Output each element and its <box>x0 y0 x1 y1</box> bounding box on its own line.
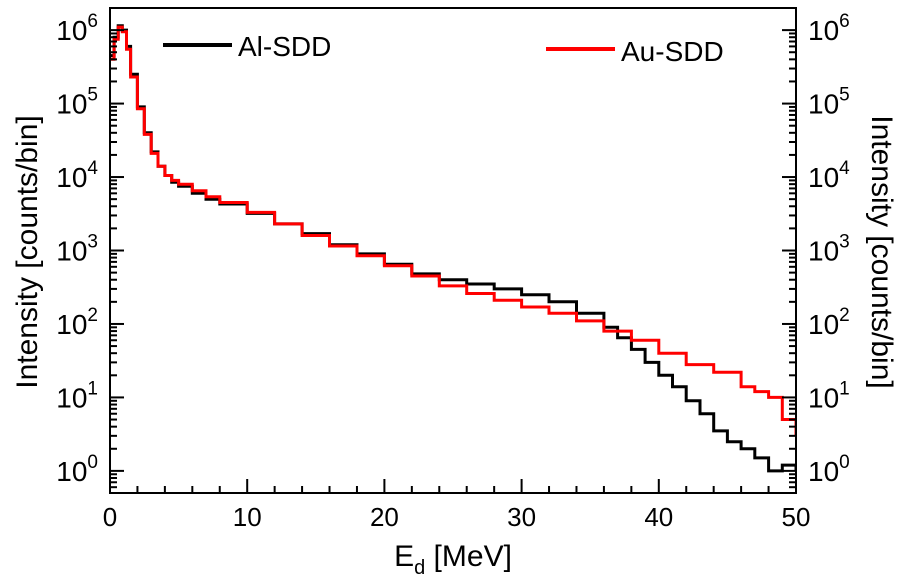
legend: Al-SDD Au-SDD <box>163 31 724 67</box>
x-axis-title-main: E <box>394 540 414 573</box>
x-axis-title-subscript: d <box>414 557 425 579</box>
y-tick-label-left: 105 <box>56 85 98 120</box>
y-tick-label-right: 103 <box>808 232 850 267</box>
series-line-au-sdd <box>110 25 796 436</box>
x-tick-label: 40 <box>644 502 673 532</box>
y-tick-label-left: 101 <box>56 378 98 413</box>
y-axis-title-right: Intensity [counts/bin] <box>865 115 898 389</box>
tick-label-layer: 0 10 20 30 40 50 100 100 101 101 102 102 103 103 104 10… <box>56 11 850 532</box>
y-tick-label-left: 103 <box>56 232 98 267</box>
y-tick-label-left: 102 <box>56 305 98 340</box>
x-tick-label: 20 <box>370 502 399 532</box>
legend-label-au-sdd: Au-SDD <box>621 36 724 67</box>
x-tick-label: 0 <box>103 502 117 532</box>
tick-layer <box>109 7 797 494</box>
series-layer <box>110 24 796 473</box>
y-tick-label-right: 105 <box>808 85 850 120</box>
x-axis-title: Ed [MeV] <box>394 540 512 579</box>
y-tick-label-left: 100 <box>56 452 98 487</box>
x-tick-label: 30 <box>507 502 536 532</box>
series-line-al-sdd <box>110 24 796 473</box>
plot-frame <box>109 7 797 494</box>
y-tick-label-left: 104 <box>56 158 98 193</box>
y-axis-title-left: Intensity [counts/bin] <box>11 115 44 389</box>
legend-label-al-sdd: Al-SDD <box>238 31 331 62</box>
y-tick-label-left: 106 <box>56 11 98 46</box>
y-tick-label-right: 101 <box>808 378 850 413</box>
x-tick-label: 10 <box>233 502 262 532</box>
y-tick-label-right: 102 <box>808 305 850 340</box>
y-tick-label-right: 100 <box>808 452 850 487</box>
y-tick-label-right: 106 <box>808 11 850 46</box>
x-tick-label: 50 <box>782 502 811 532</box>
x-axis-title-unit: [MeV] <box>425 540 512 573</box>
y-tick-label-right: 104 <box>808 158 850 193</box>
